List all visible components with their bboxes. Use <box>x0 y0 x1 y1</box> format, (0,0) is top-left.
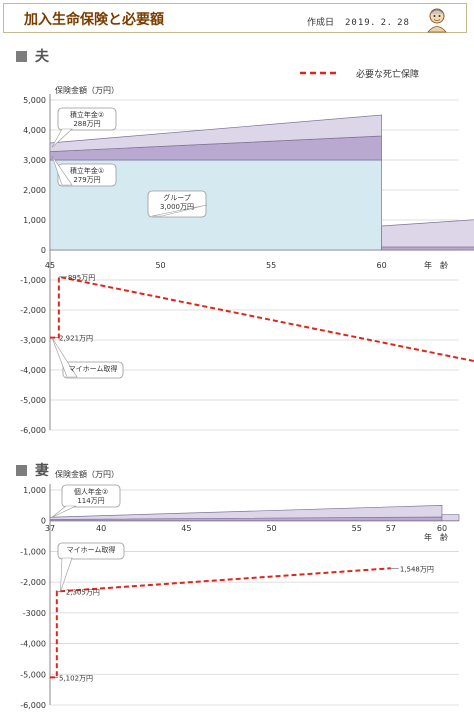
callout-name: マイホーム取得 <box>67 545 116 554</box>
need-value-label: 2,921万円 <box>59 335 93 343</box>
x-tick-label: 55 <box>266 261 276 270</box>
x-axis-title: 年 齢 <box>424 532 448 542</box>
need-value-label: 1,548万円 <box>400 565 434 573</box>
callout-box <box>147 190 207 218</box>
callout-value: 114万円 <box>77 497 104 505</box>
section-wife: 妻 <box>16 460 49 480</box>
y-tick-label: -2,000 <box>20 578 46 587</box>
legend-label: 必要な死亡保障 <box>356 68 419 80</box>
x-tick-label: 45 <box>181 524 191 533</box>
section-marker <box>16 51 27 62</box>
x-tick-label: 40 <box>96 524 106 533</box>
need-value-label: 5,102万円 <box>59 674 93 682</box>
section-husband-label: 夫 <box>35 49 49 65</box>
callout-box <box>57 542 125 560</box>
section-husband: 夫 <box>16 46 49 66</box>
x-tick-label: 50 <box>155 261 165 270</box>
callout-name: 積立年金② <box>70 110 104 119</box>
callout: マイホーム取得 <box>57 542 125 592</box>
callout-box <box>57 163 117 187</box>
callout-pointer <box>51 337 78 378</box>
callout: マイホーム取得 <box>51 337 124 379</box>
y-tick-label: -1,000 <box>20 547 46 556</box>
y-tick-label: -6,000 <box>20 426 46 435</box>
callout-pointer <box>60 557 73 592</box>
callout-pointer <box>51 155 73 186</box>
callout-box <box>61 484 121 508</box>
y-tick-label: -1,000 <box>20 276 46 285</box>
callout-box <box>62 361 124 379</box>
coverage-area <box>441 514 460 522</box>
y-tick-label: 2,000 <box>23 186 46 195</box>
section-marker <box>16 465 27 476</box>
y-tick-label: -3000 <box>23 609 46 618</box>
legend: 必要な死亡保障 <box>300 68 419 80</box>
y-tick-label: 3,000 <box>23 156 46 165</box>
x-tick-label: 60 <box>377 261 387 270</box>
y-tick-label: 0 <box>41 246 46 255</box>
y-axis-title: 保険金額（万円） <box>55 469 119 479</box>
y-tick-label: 1,000 <box>23 216 46 225</box>
mascot-icon <box>427 8 447 33</box>
report-header: 加入生命保険と必要額 作成日 2019．2．28 <box>3 3 467 33</box>
y-tick-label: 1,000 <box>23 486 46 495</box>
x-tick-label: 50 <box>266 524 276 533</box>
need-value-label: 2,305万円 <box>66 589 100 597</box>
callout-name: 個人年金② <box>74 487 108 496</box>
y-tick-label: -5,000 <box>20 396 46 405</box>
coverage-area <box>381 219 474 251</box>
x-tick-label: 37 <box>45 524 55 533</box>
y-tick-label: -4,000 <box>20 640 46 649</box>
callout-name: マイホーム取得 <box>69 364 118 373</box>
need-value-label: 895万円 <box>68 274 95 282</box>
callout-pointer <box>51 505 77 518</box>
callout-pointer <box>151 204 207 217</box>
need-line <box>50 567 391 679</box>
section-wife-label: 妻 <box>35 463 49 479</box>
callout-box <box>57 107 117 131</box>
created-date: 2019．2．28 <box>345 18 410 28</box>
callout-value: 3,000万円 <box>160 203 194 211</box>
report-title: 加入生命保険と必要額 <box>24 12 164 28</box>
x-tick-label: 60 <box>437 524 447 533</box>
created-label: 作成日 <box>307 18 335 28</box>
callout-pointer <box>51 128 73 148</box>
y-tick-label: -2,000 <box>20 306 46 315</box>
callout-name: 積立年金① <box>70 166 104 175</box>
y-axis-title: 保険金額（万円） <box>55 85 119 95</box>
y-tick-label: -4,000 <box>20 366 46 375</box>
y-tick-label: -3,000 <box>20 336 46 345</box>
callout-value: 279万円 <box>73 176 100 184</box>
y-tick-label: 5,000 <box>23 96 46 105</box>
x-axis-title: 年 齢 <box>424 260 448 270</box>
y-tick-label: -5,000 <box>20 670 46 679</box>
x-tick-label: 55 <box>352 524 362 533</box>
need-line <box>50 275 474 363</box>
x-tick-label: 45 <box>45 261 55 270</box>
y-tick-label: 4,000 <box>23 126 46 135</box>
coverage-area <box>381 246 474 251</box>
x-tick-label: 57 <box>386 524 396 533</box>
y-tick-label: 0 <box>41 517 46 526</box>
y-tick-label: -6,000 <box>20 701 46 710</box>
coverage-area <box>49 114 382 152</box>
callout-value: 288万円 <box>73 120 100 128</box>
callout-name: グループ <box>163 193 191 202</box>
